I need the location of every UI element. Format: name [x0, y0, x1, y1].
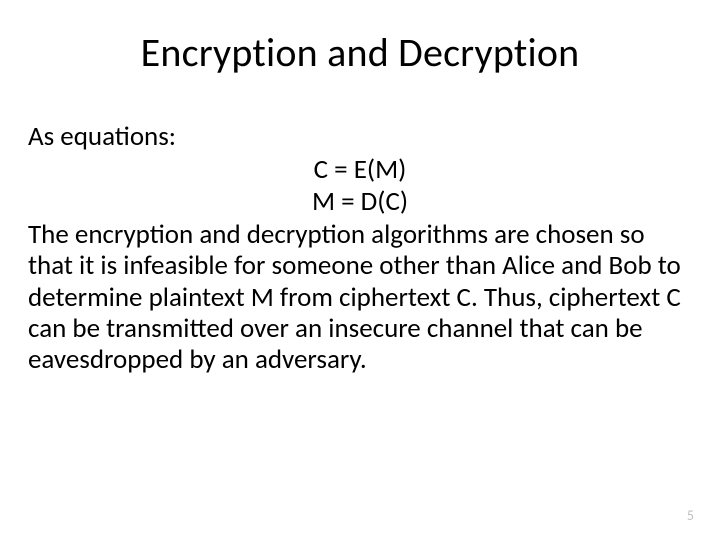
slide-title: Encryption and Decryption [28, 28, 692, 77]
lead-text: As equations: [28, 121, 692, 152]
page-number: 5 [687, 507, 694, 524]
paragraph: The encryption and decryption algorithms… [28, 219, 692, 376]
equation-1: C = E(M) [28, 154, 692, 185]
slide: Encryption and Decryption As equations: … [0, 0, 720, 540]
slide-body: As equations: C = E(M) M = D(C) The encr… [28, 121, 692, 376]
equation-2: M = D(C) [28, 186, 692, 217]
